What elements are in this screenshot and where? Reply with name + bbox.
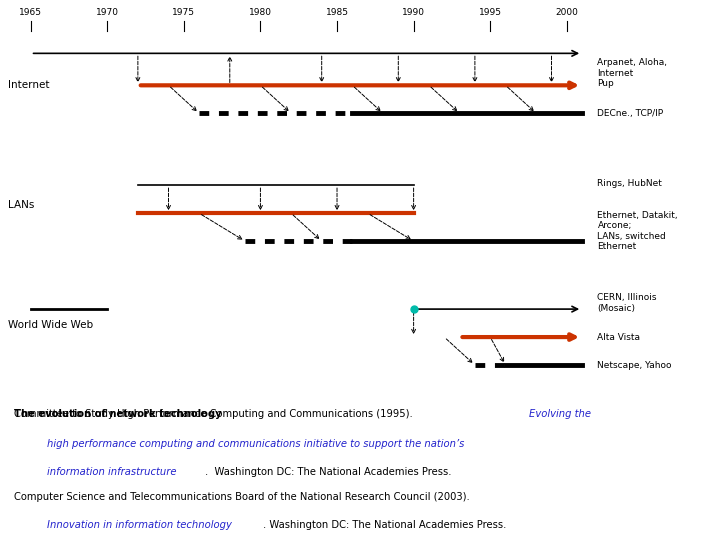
Text: Innovation in information technology: Innovation in information technology <box>47 521 232 530</box>
Text: Ethernet, Datakit,
Arcone;
LANs, switched
Ethernet: Ethernet, Datakit, Arcone; LANs, switche… <box>598 211 678 251</box>
Text: Arpanet, Aloha,
Internet
Pup: Arpanet, Aloha, Internet Pup <box>598 58 667 88</box>
Text: Computer Science and Telecommunications Board of the National Research Council (: Computer Science and Telecommunications … <box>14 492 470 502</box>
Text: Alta Vista: Alta Vista <box>598 333 641 342</box>
Text: 1990: 1990 <box>402 9 425 17</box>
Text: 1980: 1980 <box>249 9 272 17</box>
Text: Committee to Study High Performance Computing and Communications (1995).: Committee to Study High Performance Comp… <box>14 409 419 420</box>
Text: 1970: 1970 <box>96 9 119 17</box>
Text: . Washington DC: The National Academies Press.: . Washington DC: The National Academies … <box>263 521 506 530</box>
Text: information infrastructure: information infrastructure <box>47 467 176 477</box>
Text: Netscape, Yahoo: Netscape, Yahoo <box>598 361 672 369</box>
Text: .  Washington DC: The National Academies Press.: . Washington DC: The National Academies … <box>205 467 451 477</box>
Text: high performance computing and communications initiative to support the nation’s: high performance computing and communica… <box>47 439 464 449</box>
Text: The evolution of network technology: The evolution of network technology <box>14 409 222 420</box>
Text: Rings, HubNet: Rings, HubNet <box>598 179 662 188</box>
Text: DECne., TCP/IP: DECne., TCP/IP <box>598 109 664 118</box>
Text: 1995: 1995 <box>479 9 502 17</box>
Text: CERN, Illinois
(Mosaic): CERN, Illinois (Mosaic) <box>598 293 657 313</box>
Text: 1985: 1985 <box>325 9 348 17</box>
Text: 1975: 1975 <box>172 9 195 17</box>
Text: Internet: Internet <box>8 80 49 90</box>
Text: Evolving the: Evolving the <box>529 409 591 420</box>
Text: 2000: 2000 <box>555 9 578 17</box>
Text: 1965: 1965 <box>19 9 42 17</box>
Text: World Wide Web: World Wide Web <box>8 320 93 330</box>
Text: LANs: LANs <box>8 200 34 210</box>
